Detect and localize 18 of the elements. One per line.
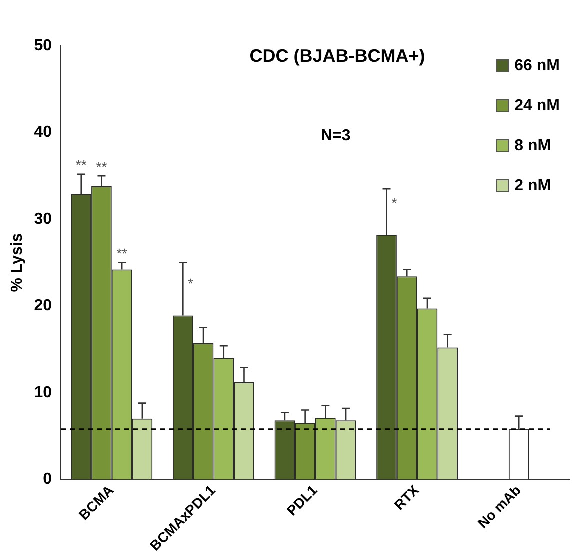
annotation: N=3 [320,127,351,144]
legend-label: 66 nM [514,57,560,74]
chart-title: CDC (BJAB-BCMA+) [250,46,426,66]
legend-label: 2 nM [514,177,552,194]
data-label: ** [76,157,88,174]
legend-label: 24 nM [514,97,560,114]
y-tick-label: 40 [34,124,52,142]
data-label: * [392,194,398,211]
legend-label: 8 nM [514,137,552,154]
data-label: ** [96,158,108,175]
y-axis-title: % Lysis [9,233,26,292]
y-tick-label: 50 [34,37,52,54]
data-label: ** [116,246,128,262]
y-tick-label: 30 [34,210,52,228]
y-tick-label: 20 [34,298,52,315]
data-label: * [188,276,194,292]
y-tick-label: 10 [34,384,52,402]
y-tick-label: 0 [43,471,52,488]
